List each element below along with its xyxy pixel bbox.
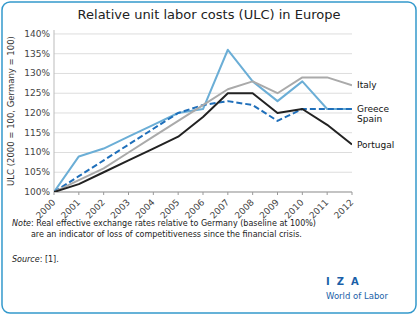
x-tick [203, 192, 204, 195]
x-tick-label: 2008 [233, 197, 256, 220]
x-tick [227, 192, 228, 195]
note-line: : Real effective exchange rates relative… [31, 219, 316, 228]
source-label: Source [12, 255, 40, 264]
x-tick-label: 2004 [133, 197, 156, 220]
x-tick-label: 2009 [258, 197, 281, 220]
x-tick-label: 2011 [307, 197, 330, 220]
series-label: Italy [357, 80, 377, 90]
grid-line [54, 172, 352, 173]
logo: I Z A [326, 276, 359, 287]
series-label: Greece [357, 104, 389, 114]
x-tick [302, 192, 303, 195]
x-tick-label: 2012 [332, 197, 355, 220]
x-tick-label: 2010 [282, 197, 305, 220]
x-tick [128, 192, 129, 195]
x-tick [54, 192, 55, 195]
x-tick-label: 2005 [158, 197, 181, 220]
grid-line [54, 73, 352, 74]
series-label: Portugal [357, 140, 394, 150]
x-tick-label: 2000 [34, 197, 57, 220]
border [2, 2, 416, 313]
x-tick [252, 192, 253, 195]
series-line [54, 101, 352, 192]
grid-line [54, 53, 352, 54]
x-tick [78, 192, 79, 195]
note-label: Note [12, 219, 31, 228]
grid-line [54, 93, 352, 94]
grid-line [54, 152, 352, 153]
y-tick-label: 130% [24, 68, 50, 78]
chart: Relative unit labor costs (ULC) in Europ… [0, 0, 418, 315]
y-axis-line [54, 30, 55, 192]
x-tick-label: 2002 [84, 197, 107, 220]
y-tick-label: 125% [24, 88, 50, 98]
series-label: Spain [357, 114, 382, 124]
x-tick [103, 192, 104, 195]
y-axis-label: ULC (2000 = 100, Germany = 100) [6, 36, 16, 186]
logo-subtitle: World of Labor [326, 291, 388, 301]
series-line [54, 50, 352, 192]
x-tick-label: 2007 [208, 197, 231, 220]
y-tick-label: 140% [24, 29, 50, 39]
x-tick [352, 192, 353, 195]
y-tick-label: 135% [24, 49, 50, 59]
title: Relative unit labor costs (ULC) in Europ… [78, 7, 341, 22]
x-tick [327, 192, 328, 195]
y-tick-label: 115% [24, 128, 50, 138]
x-tick-label: 2003 [109, 197, 132, 220]
x-tick-label: 2006 [183, 197, 206, 220]
x-tick [153, 192, 154, 195]
y-tick-label: 110% [24, 147, 50, 157]
x-tick-label: 2001 [59, 197, 82, 220]
y-tick-label: 120% [24, 108, 50, 118]
y-tick-label: 105% [24, 167, 50, 177]
lines [54, 50, 352, 192]
y-tick-label: 100% [24, 187, 50, 197]
note-text: : Real effective exchange rates relative… [31, 219, 316, 239]
source-text: : [1]. [40, 255, 59, 264]
x-tick [178, 192, 179, 195]
series-line [54, 77, 352, 192]
grid-line [54, 132, 352, 133]
series-line [54, 93, 352, 192]
grid-line [54, 33, 352, 34]
note-line: are an indicator of loss of competitiven… [31, 230, 302, 239]
x-tick [277, 192, 278, 195]
